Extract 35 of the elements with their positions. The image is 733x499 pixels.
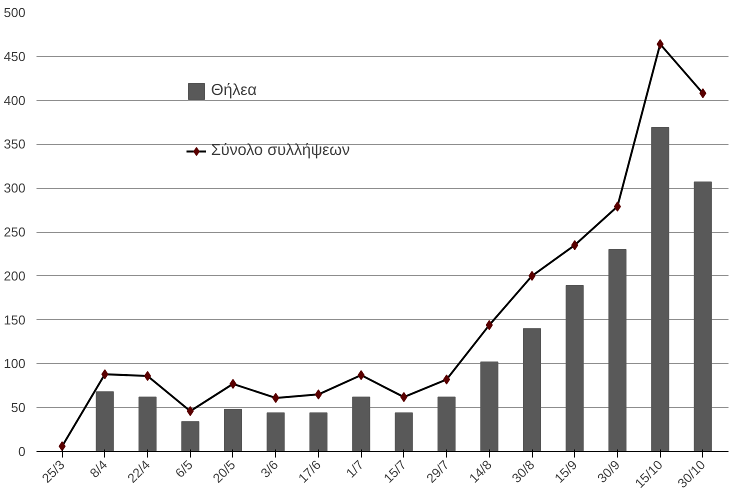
bar — [694, 181, 712, 452]
y-tick-label: 200 — [4, 268, 26, 284]
bar — [352, 396, 370, 452]
bar — [608, 249, 626, 452]
bar — [394, 412, 413, 452]
bar — [266, 412, 285, 452]
bar — [224, 408, 242, 452]
bar — [181, 421, 200, 452]
y-tick-label: 150 — [4, 312, 26, 328]
y-tick-label: 300 — [4, 180, 26, 196]
y-tick-label: 350 — [4, 136, 26, 152]
bar — [309, 412, 328, 452]
y-tick-label: 100 — [4, 356, 26, 372]
x-tick-label: 15/9 — [552, 457, 580, 486]
bar — [96, 391, 114, 452]
bar — [522, 328, 542, 452]
bar — [651, 127, 670, 452]
x-tick-label: 30/8 — [508, 457, 538, 486]
y-tick-label: 250 — [4, 224, 26, 240]
x-tick-label: 8/4 — [86, 457, 110, 481]
y-tick-label: 450 — [4, 48, 26, 64]
y-tick-label: 50 — [11, 400, 26, 416]
bar — [480, 361, 498, 452]
bar — [138, 396, 157, 452]
x-tick-label: 3/6 — [258, 457, 282, 481]
y-tick-label: 500 — [4, 5, 26, 20]
x-tick-label: 30/9 — [594, 457, 623, 486]
bar — [566, 285, 584, 452]
bar — [438, 396, 456, 452]
y-tick-label: 0 — [18, 444, 26, 459]
legend-label: Θήλεα — [211, 82, 257, 100]
x-tick-label: 6/5 — [172, 457, 196, 481]
x-tick-label: 1/7 — [343, 457, 366, 481]
y-tick-label: 400 — [4, 92, 26, 108]
legend-label: Σύνολο συλλήψεων — [211, 142, 350, 160]
